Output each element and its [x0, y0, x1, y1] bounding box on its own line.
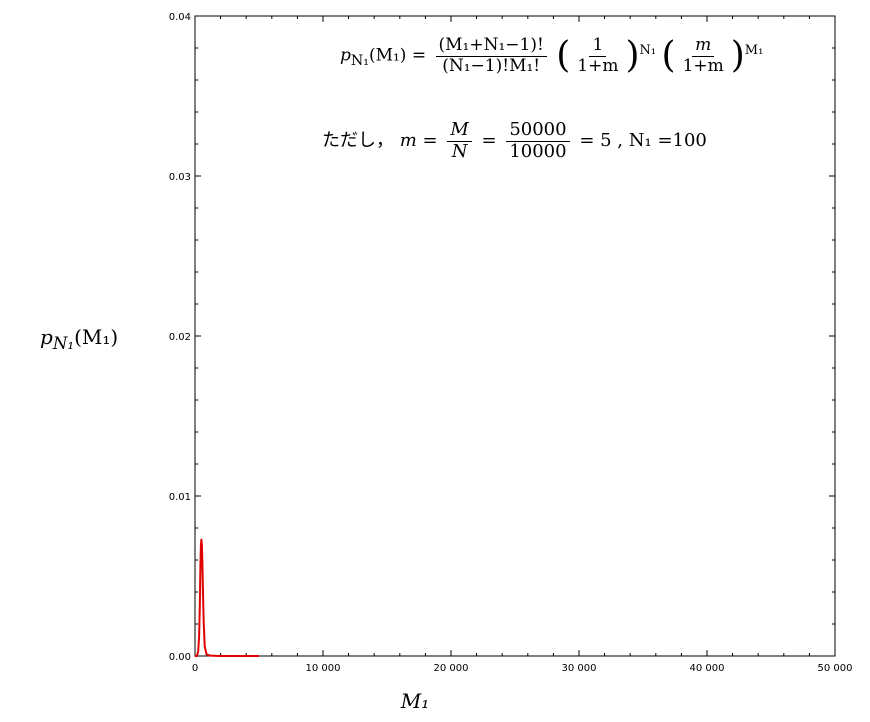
x-tick-label: 10 000 — [306, 663, 341, 674]
x-tick-label: 30 000 — [562, 663, 597, 674]
series-point — [196, 655, 198, 657]
formula-definition: ただし， m = M N = 50000 10000 = 5 , N₁ =100 — [322, 119, 707, 162]
formula-equals: = — [411, 45, 427, 66]
note-m-var: m — [399, 130, 417, 152]
series-point — [232, 655, 234, 657]
x-tick-label: 40 000 — [690, 663, 725, 674]
formula-lhs-arg: (M₁) — [368, 45, 407, 66]
formula-ratio-fraction: m 1+m — [682, 35, 724, 76]
series-point — [209, 655, 211, 657]
y-tick-label: 0.00 — [169, 652, 191, 663]
series-point — [197, 650, 199, 652]
series-point — [204, 645, 206, 648]
y-tick-label: 0.02 — [169, 332, 191, 343]
note-m-over-n: M N — [447, 119, 472, 162]
note-result: = 5 , — [579, 130, 624, 152]
series-point — [200, 538, 202, 540]
formula-lhs: p — [340, 45, 351, 66]
series-point — [220, 655, 222, 657]
y-tick-label: 0.01 — [169, 492, 191, 503]
series-point — [202, 589, 204, 592]
series-point — [205, 653, 208, 656]
x-axis-label: M₁ — [400, 689, 430, 713]
y-tick-label: 0.04 — [169, 12, 191, 23]
series-point — [201, 545, 203, 547]
series-point — [199, 567, 201, 569]
x-tick-label: 0 — [192, 663, 198, 674]
series-point — [199, 602, 201, 604]
note-prefix: ただし， — [322, 130, 394, 152]
x-tick-label: 50 000 — [818, 663, 853, 674]
formula-lhs-sub: N₁ — [350, 52, 369, 69]
series-point — [200, 545, 202, 547]
series-point — [258, 655, 260, 657]
formula-pmf: pN₁(M₁) = (M₁+N₁−1)! (N₁−1)!M₁! ( 1 1+m … — [340, 35, 764, 77]
formula-exponent-m1: M₁ — [744, 42, 764, 58]
y-axis-label: pN₁(M₁) — [40, 325, 119, 353]
formula-factorial-fraction: (M₁+N₁−1)! (N₁−1)!M₁! — [435, 35, 547, 76]
plot-frame — [194, 15, 836, 657]
note-n1: N₁ =100 — [628, 130, 707, 152]
series-point — [198, 636, 200, 638]
series-line — [195, 539, 259, 657]
series-point — [194, 655, 196, 657]
x-tick-label: 20 000 — [434, 663, 469, 674]
series-point — [203, 621, 205, 624]
note-value-fraction: 50000 10000 — [506, 119, 570, 162]
y-tick-label: 0.03 — [169, 172, 191, 183]
formula-base-fraction: 1 1+m — [577, 35, 619, 76]
series-point — [201, 564, 204, 566]
formula-exponent-n1: N₁ — [639, 42, 657, 58]
